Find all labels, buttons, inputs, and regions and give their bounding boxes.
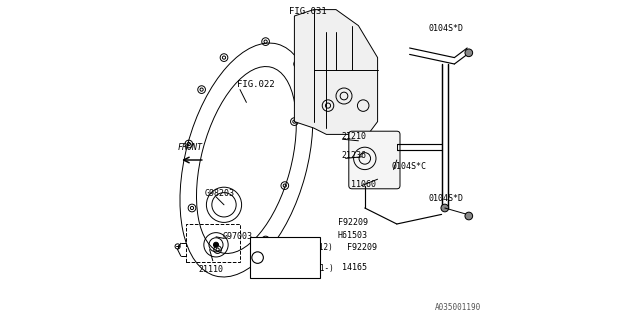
Text: G98203: G98203 bbox=[205, 189, 235, 198]
Text: 0104S*C: 0104S*C bbox=[391, 162, 426, 171]
Circle shape bbox=[214, 242, 219, 247]
Text: H61503: H61503 bbox=[338, 231, 367, 240]
Text: 14165: 14165 bbox=[342, 263, 367, 272]
Text: G97003: G97003 bbox=[223, 232, 252, 241]
Text: 1: 1 bbox=[255, 253, 260, 262]
Circle shape bbox=[441, 204, 449, 212]
Text: FIG.031: FIG.031 bbox=[289, 7, 327, 16]
Text: 11060: 11060 bbox=[351, 180, 376, 188]
Text: 21110: 21110 bbox=[198, 265, 223, 274]
Circle shape bbox=[465, 49, 472, 57]
Text: FRONT: FRONT bbox=[178, 143, 203, 152]
Text: 0104S*D: 0104S*D bbox=[428, 24, 463, 33]
Circle shape bbox=[465, 212, 472, 220]
Text: F92209: F92209 bbox=[338, 218, 367, 227]
Text: A035001190: A035001190 bbox=[435, 303, 481, 312]
Bar bbox=[186, 224, 240, 262]
FancyBboxPatch shape bbox=[349, 131, 400, 189]
Text: 21236: 21236 bbox=[342, 151, 367, 160]
Polygon shape bbox=[294, 10, 378, 134]
Bar bbox=[250, 237, 320, 278]
Text: A7068  (0701-): A7068 (0701-) bbox=[269, 263, 333, 273]
Text: F92209: F92209 bbox=[347, 244, 377, 252]
Text: 0104S*D: 0104S*D bbox=[428, 194, 463, 203]
Text: FIG.022: FIG.022 bbox=[237, 80, 275, 89]
Text: 21210: 21210 bbox=[342, 132, 367, 140]
Text: 0104S*B(-0612): 0104S*B(-0612) bbox=[269, 243, 333, 252]
